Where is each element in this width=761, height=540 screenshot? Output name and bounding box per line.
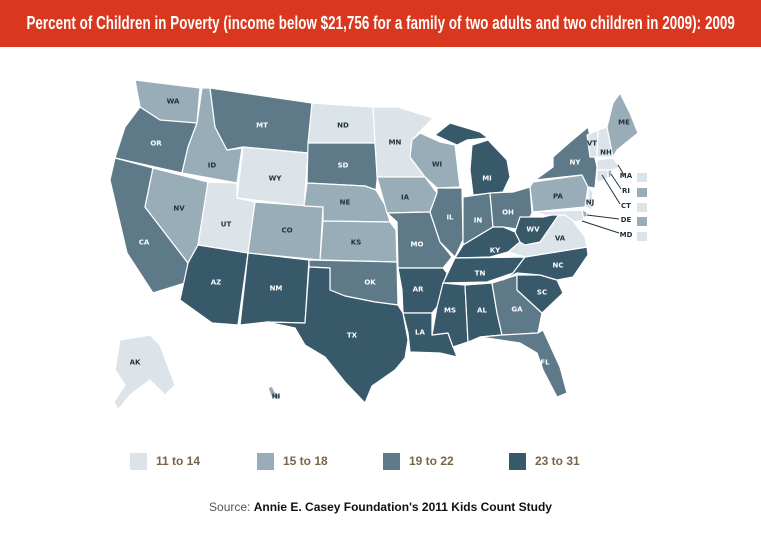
state-label-va: VA xyxy=(555,235,566,243)
title-bar: Percent of Children in Poverty (income b… xyxy=(0,0,761,47)
callout-label-ri: RI xyxy=(622,187,630,195)
state-label-wv: WV xyxy=(526,226,540,234)
state-label-sd: SD xyxy=(338,162,349,170)
source-prefix: Source: xyxy=(209,500,251,514)
state-label-sc: SC xyxy=(537,289,547,297)
callout-label-ma: MA xyxy=(620,172,633,180)
callout-swatch-ma xyxy=(637,173,647,182)
state-label-mn: MN xyxy=(389,139,402,147)
state-label-ks: KS xyxy=(351,239,361,247)
state-mi[interactable] xyxy=(434,122,489,146)
legend-item-bin-3: 23 to 31 xyxy=(509,452,580,470)
state-label-al: AL xyxy=(477,307,487,315)
state-label-tx: TX xyxy=(347,332,358,340)
callout-swatch-ct xyxy=(637,203,647,212)
state-label-ok: OK xyxy=(364,279,376,287)
callout-label-de: DE xyxy=(621,216,632,224)
state-label-id: ID xyxy=(208,162,217,170)
state-label-co: CO xyxy=(281,227,292,235)
state-label-ak: AK xyxy=(130,359,141,367)
state-label-ut: UT xyxy=(221,221,232,229)
legend-swatch xyxy=(257,452,274,470)
state-tx[interactable] xyxy=(266,266,409,404)
state-label-ky: KY xyxy=(490,247,501,255)
state-hi[interactable] xyxy=(267,385,282,401)
legend-item-bin-1: 15 to 18 xyxy=(257,452,328,470)
state-label-il: IL xyxy=(446,214,454,222)
state-label-ar: AR xyxy=(413,286,424,294)
legend-item-bin-0: 11 to 14 xyxy=(130,452,200,470)
state-me[interactable] xyxy=(606,92,639,158)
callout-swatch-de xyxy=(637,217,647,226)
state-label-hi: HI xyxy=(272,393,280,401)
state-label-mt: MT xyxy=(256,122,268,130)
legend-label: 11 to 14 xyxy=(156,454,201,468)
state-ma[interactable] xyxy=(596,157,621,171)
state-label-ia: IA xyxy=(401,194,410,202)
legend-item-bin-2: 19 to 22 xyxy=(383,452,454,470)
state-label-ca: CA xyxy=(139,239,150,247)
state-label-vt: VT xyxy=(587,140,597,148)
state-ak[interactable] xyxy=(113,334,176,411)
state-label-nm: NM xyxy=(270,285,283,293)
callout-label-md: MD xyxy=(620,231,633,239)
state-label-ms: MS xyxy=(444,307,456,315)
state-nc[interactable] xyxy=(502,246,589,281)
leader-line-de xyxy=(586,214,620,220)
leader-line-md xyxy=(581,220,620,234)
state-mi[interactable] xyxy=(469,139,511,196)
callout-label-ct: CT xyxy=(621,202,631,210)
state-label-wa: WA xyxy=(167,98,180,106)
state-label-az: AZ xyxy=(211,279,222,287)
us-choropleth-map: WA OR CA NV ID MT WY UT AZ CO NM ND SD NE KS OK TX MN IA MO… xyxy=(109,79,647,411)
map-title: Percent of Children in Poverty (income b… xyxy=(26,13,735,33)
callout-swatch-md xyxy=(637,232,647,241)
source-text: Annie E. Casey Foundation's 2011 Kids Co… xyxy=(253,500,552,514)
state-la[interactable] xyxy=(402,312,458,358)
callout-swatch-ri xyxy=(637,188,647,197)
leader-line-ma xyxy=(617,164,625,176)
state-ar[interactable] xyxy=(397,267,448,314)
state-label-or: OR xyxy=(150,140,162,148)
state-label-nv: NV xyxy=(173,205,185,213)
state-label-tn: TN xyxy=(475,270,486,278)
state-label-oh: OH xyxy=(502,209,514,217)
state-fl[interactable] xyxy=(479,329,568,398)
state-nj[interactable] xyxy=(584,186,594,211)
legend-label: 15 to 18 xyxy=(283,454,328,468)
state-label-wi: WI xyxy=(432,161,442,169)
state-label-mi: MI xyxy=(482,175,492,183)
state-il[interactable] xyxy=(429,187,464,258)
state-label-wy: WY xyxy=(269,175,283,183)
state-wi[interactable] xyxy=(409,132,461,189)
state-mt[interactable] xyxy=(209,87,313,154)
state-label-la: LA xyxy=(415,329,425,337)
legend-swatch xyxy=(383,452,400,470)
state-label-nd: ND xyxy=(337,122,349,130)
state-ks[interactable] xyxy=(319,220,398,263)
state-label-ny: NY xyxy=(570,159,582,167)
state-label-nc: NC xyxy=(553,262,564,270)
state-label-fl: FL xyxy=(540,359,550,367)
state-label-nh: NH xyxy=(600,149,612,157)
state-md[interactable] xyxy=(532,209,585,223)
state-label-ga: GA xyxy=(511,306,523,314)
legend-swatch xyxy=(509,452,526,470)
leader-line-ct xyxy=(601,174,621,205)
state-tn[interactable] xyxy=(442,256,526,284)
legend-label: 23 to 31 xyxy=(535,454,580,468)
source-note: Source: Annie E. Casey Foundation's 2011… xyxy=(0,500,761,514)
state-label-in: IN xyxy=(474,217,483,225)
legend-swatch xyxy=(130,452,147,470)
state-label-pa: PA xyxy=(553,193,563,201)
legend-label: 19 to 22 xyxy=(409,454,454,468)
leader-line-ri xyxy=(610,173,622,190)
state-label-ne: NE xyxy=(340,199,351,207)
state-label-mo: MO xyxy=(411,241,424,249)
state-label-nj: NJ xyxy=(586,199,594,207)
state-label-me: ME xyxy=(618,119,630,127)
